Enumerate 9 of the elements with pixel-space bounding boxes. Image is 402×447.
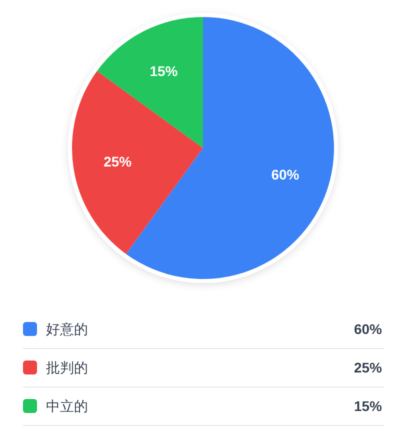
text: 60% <box>354 321 382 337</box>
data-label: 25% <box>104 154 132 170</box>
text: 25% <box>354 360 382 376</box>
data-label: 60% <box>271 166 300 183</box>
text: 15% <box>354 398 382 414</box>
data-label: 15% <box>150 62 178 79</box>
legend-label: 好意的 <box>46 321 88 337</box>
legend-label: 批判的 <box>46 360 88 376</box>
legend-label: 中立的 <box>46 398 88 414</box>
